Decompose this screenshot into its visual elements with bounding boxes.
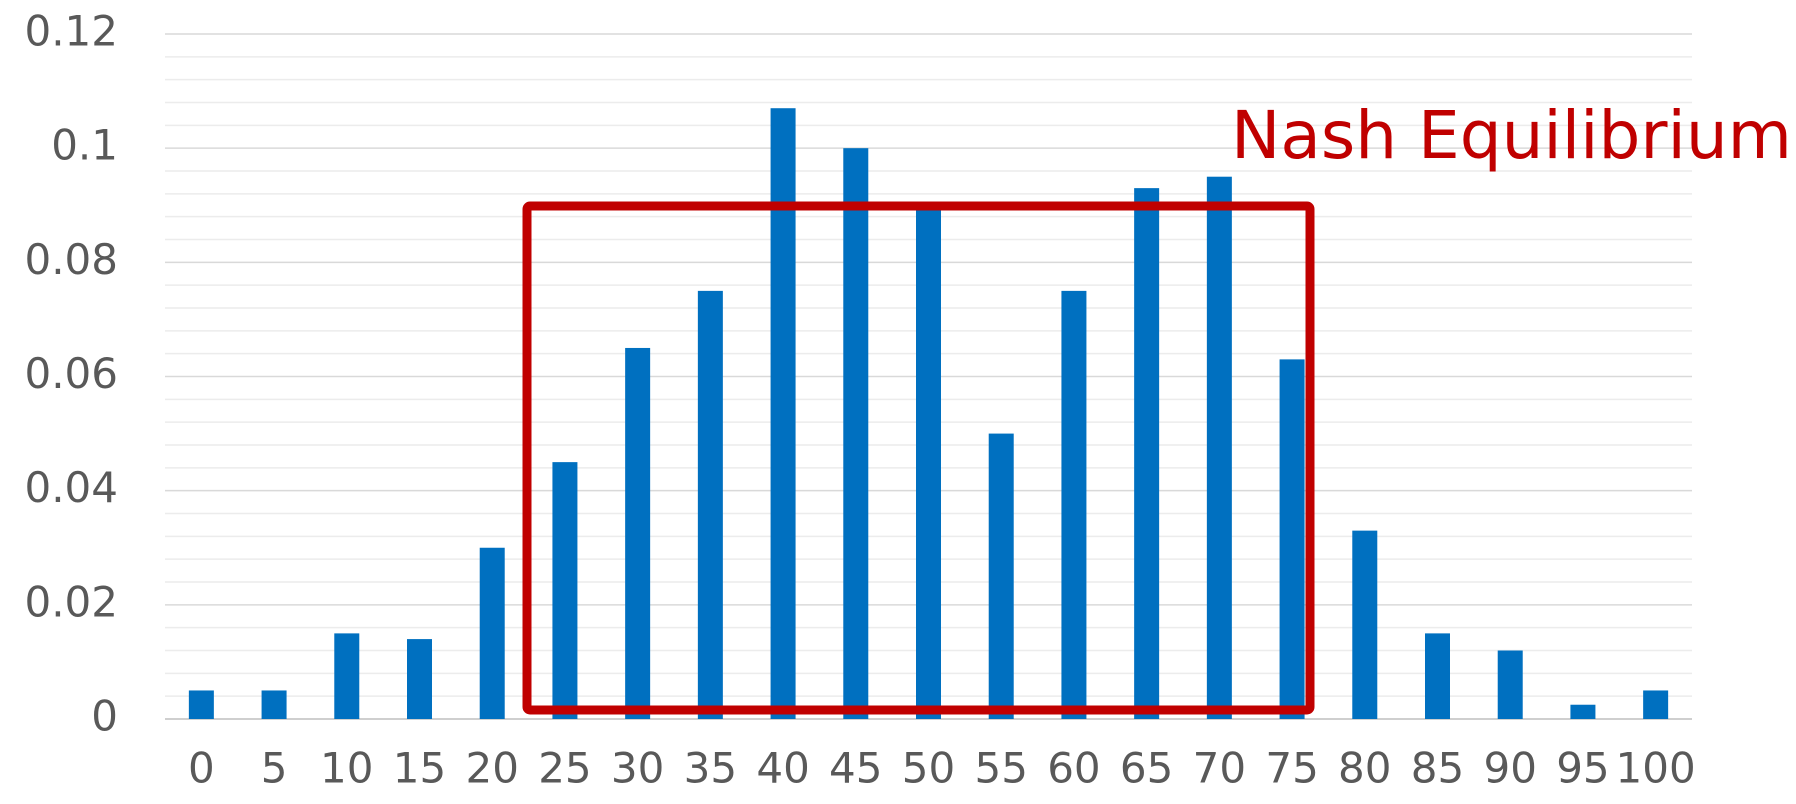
bar bbox=[261, 690, 287, 719]
bar bbox=[1643, 690, 1669, 719]
x-tick-label: 95 bbox=[1556, 744, 1609, 793]
bar bbox=[1352, 530, 1378, 719]
x-tick-label: 70 bbox=[1193, 744, 1246, 793]
x-tick-label: 85 bbox=[1411, 744, 1464, 793]
x-tick-label: 90 bbox=[1483, 744, 1536, 793]
bar bbox=[916, 205, 941, 719]
x-tick-label: 10 bbox=[320, 744, 373, 793]
bar bbox=[188, 690, 214, 719]
bar bbox=[479, 547, 505, 719]
bar bbox=[1206, 176, 1232, 720]
bar bbox=[1061, 290, 1087, 719]
x-tick-label: 80 bbox=[1338, 744, 1391, 793]
y-tick-label: 0.1 bbox=[51, 121, 118, 170]
y-tick-label: 0 bbox=[91, 692, 118, 741]
x-tick-label: 65 bbox=[1120, 744, 1173, 793]
x-tick-label: 35 bbox=[684, 744, 737, 793]
x-tick-label: 55 bbox=[974, 744, 1027, 793]
bar bbox=[1570, 704, 1596, 719]
bar bbox=[697, 290, 723, 719]
x-tick-label: 60 bbox=[1047, 744, 1100, 793]
x-tick-label: 0 bbox=[188, 744, 215, 793]
x-tick-label: 45 bbox=[829, 744, 882, 793]
bar bbox=[625, 347, 651, 719]
bar bbox=[770, 108, 796, 720]
x-tick-label: 5 bbox=[261, 744, 288, 793]
x-tick-label: 15 bbox=[393, 744, 446, 793]
bar bbox=[1134, 188, 1160, 719]
x-tick-label: 30 bbox=[611, 744, 664, 793]
y-tick-label: 0.04 bbox=[24, 463, 118, 512]
x-tick-label: 20 bbox=[465, 744, 518, 793]
annotation: Nash Equilibrium bbox=[1231, 97, 1792, 174]
y-tick-label: 0.06 bbox=[24, 349, 118, 398]
x-tick-label: 40 bbox=[756, 744, 809, 793]
x-tick-label: 75 bbox=[1265, 744, 1318, 793]
bar bbox=[843, 148, 869, 719]
bar bbox=[1279, 359, 1305, 719]
x-tick-label: 25 bbox=[538, 744, 591, 793]
bar bbox=[407, 639, 432, 719]
x-tick-label: 50 bbox=[902, 744, 955, 793]
bar bbox=[552, 462, 578, 719]
bar bbox=[1497, 650, 1523, 719]
bar bbox=[988, 433, 1014, 719]
highlight-box bbox=[522, 201, 1315, 715]
x-tick-label: 100 bbox=[1616, 744, 1696, 793]
bar bbox=[1425, 633, 1450, 719]
y-tick-label: 0.02 bbox=[24, 577, 118, 626]
y-tick-label: 0.08 bbox=[24, 235, 118, 284]
y-tick-label: 0.12 bbox=[24, 7, 118, 56]
bar bbox=[334, 633, 360, 719]
